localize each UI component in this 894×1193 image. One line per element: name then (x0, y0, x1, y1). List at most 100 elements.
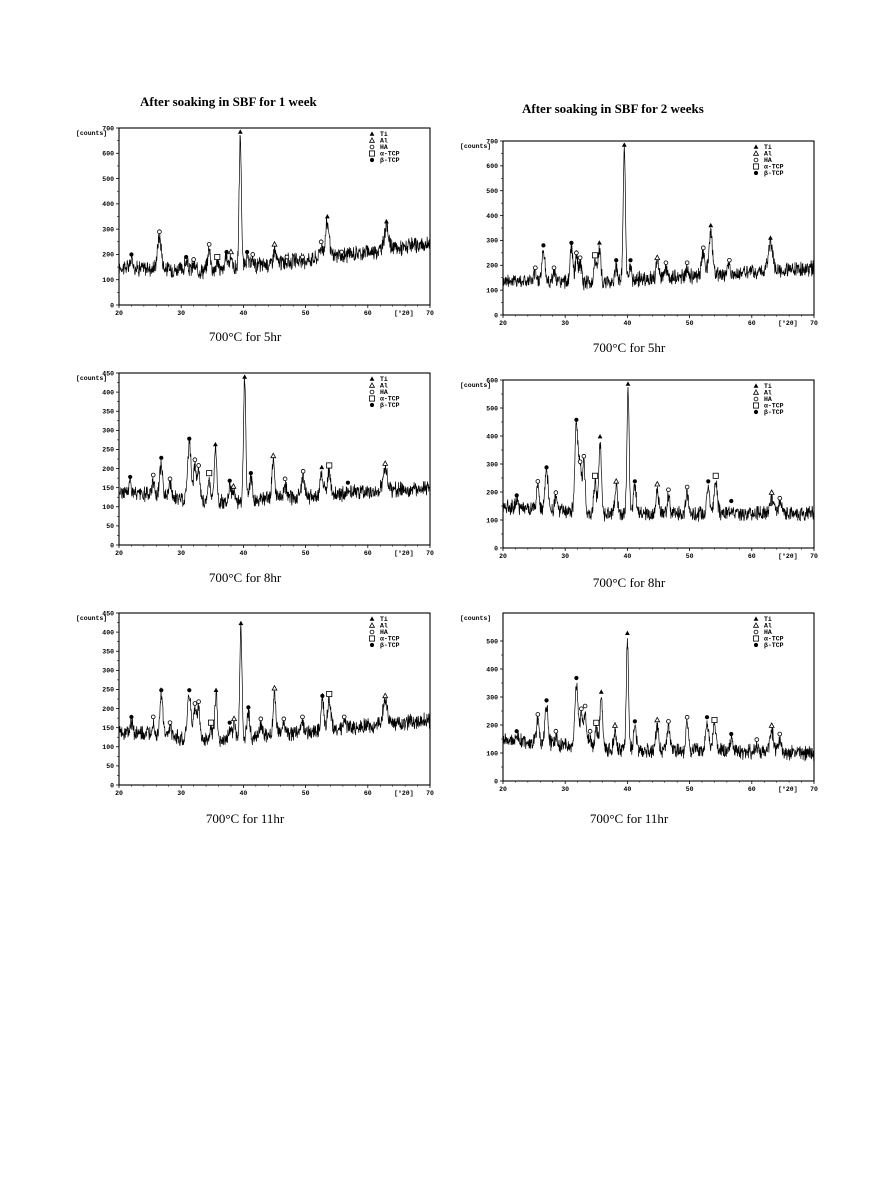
beta-tcp-marker-icon (706, 479, 711, 484)
ti-marker-icon (369, 131, 375, 136)
ti-marker-icon (597, 240, 602, 245)
x-axis-label: [°2θ] (394, 309, 414, 317)
chart-caption: 700°C for 8hr (592, 575, 666, 590)
legend-label: Ti (764, 383, 772, 390)
ha-marker-icon (284, 254, 290, 260)
ti-marker-icon (319, 464, 325, 470)
legend-label: HA (764, 629, 772, 636)
legend-label: β-TCP (380, 402, 400, 409)
x-tick-label: 70 (810, 320, 818, 327)
y-tick-label: 300 (486, 694, 498, 701)
legend-label: α-TCP (764, 636, 784, 643)
ha-marker-icon (579, 706, 584, 712)
legend-label: α-TCP (380, 636, 400, 643)
beta-tcp-marker-icon (632, 719, 637, 724)
y-tick-label: 50 (106, 523, 114, 530)
xrd-chart: 0 50 100 150 200 250 300 350 400 450 20 30 40 50 70 60 [… (76, 610, 434, 797)
peak-markers (533, 142, 773, 271)
y-tick-label: 600 (486, 163, 498, 170)
x-tick-label: 70 (426, 550, 434, 557)
beta-tcp-marker-icon (729, 498, 734, 504)
peak-markers (129, 129, 389, 262)
ha-marker-icon (191, 257, 196, 262)
chart-caption: 700°C for 5hr (208, 329, 282, 344)
ti-marker-icon (625, 630, 630, 635)
ha-marker-icon (167, 720, 173, 725)
y-tick-label: 600 (102, 151, 114, 158)
y-axis-label: [counts] (76, 615, 107, 622)
ha-marker-icon (300, 468, 306, 474)
y-tick-label: 0 (494, 312, 498, 319)
ha-marker-icon (753, 157, 759, 163)
y-tick-label: 150 (102, 485, 114, 492)
alpha-tcp-marker-icon (752, 635, 759, 642)
legend-label: HA (380, 629, 388, 636)
beta-tcp-marker-icon (246, 705, 251, 710)
y-tick-label: 400 (102, 201, 114, 208)
x-tick-label: 70 (810, 786, 818, 793)
y-tick-label: 300 (102, 668, 114, 675)
x-axis-label: [°2θ] (778, 552, 798, 560)
ha-marker-icon (206, 242, 212, 247)
x-axis-label: [°2θ] (394, 789, 414, 797)
beta-tcp-marker-icon (753, 409, 759, 415)
peak-markers (128, 374, 389, 489)
ha-marker-icon (300, 714, 305, 720)
alpha-tcp-marker-icon (752, 163, 759, 170)
al-marker-icon (654, 480, 661, 487)
y-tick-label: 500 (486, 188, 498, 195)
al-marker-icon (752, 389, 760, 395)
al-marker-icon (270, 452, 277, 459)
alpha-tcp-marker-icon (711, 717, 718, 724)
ha-marker-icon (777, 731, 783, 737)
ti-marker-icon (753, 616, 759, 621)
legend-label: Al (380, 138, 388, 145)
y-tick-label: 200 (102, 252, 114, 259)
y-tick-label: 300 (102, 428, 114, 435)
x-tick-label: 20 (115, 550, 123, 557)
ti-marker-icon (213, 687, 219, 692)
legend-label: β-TCP (764, 642, 784, 649)
ha-marker-icon (581, 453, 587, 459)
legend-label: Al (764, 390, 772, 397)
column-title-1-week: After soaking in SBF for 1 week (140, 94, 317, 109)
ha-marker-icon (727, 257, 732, 263)
x-axis-label: [°2θ] (778, 785, 798, 793)
ha-marker-icon (369, 629, 375, 635)
y-tick-label: 100 (486, 517, 498, 524)
y-tick-label: 200 (102, 706, 114, 713)
x-tick-label: 50 (686, 786, 694, 793)
x-tick-label: 40 (623, 320, 631, 327)
y-tick-label: 700 (102, 125, 114, 132)
ha-marker-icon (553, 728, 559, 734)
legend-label: HA (764, 396, 772, 403)
ha-marker-icon (150, 714, 156, 720)
legend-label: α-TCP (764, 403, 784, 410)
ha-marker-icon (300, 254, 305, 260)
al-marker-icon (613, 477, 620, 484)
alpha-tcp-marker-icon (712, 472, 719, 479)
alpha-tcp-marker-icon (752, 402, 759, 409)
xrd-pattern-line (118, 375, 431, 510)
ti-marker-icon (598, 689, 604, 694)
ha-marker-icon (150, 472, 156, 478)
al-marker-icon (382, 692, 389, 699)
al-marker-icon (382, 460, 389, 466)
beta-tcp-marker-icon (129, 252, 134, 257)
al-marker-icon (752, 150, 760, 156)
al-marker-icon (368, 137, 376, 143)
x-tick-label: 40 (623, 786, 631, 793)
y-tick-label: 400 (102, 389, 114, 396)
y-tick-label: 350 (102, 409, 114, 416)
legend-label: Ti (380, 131, 388, 138)
peak-markers (514, 381, 783, 504)
legend-label: α-TCP (764, 164, 784, 171)
ti-marker-icon (708, 222, 714, 228)
legend-label: Ti (380, 376, 388, 383)
y-tick-label: 450 (102, 610, 114, 617)
xrd-pattern-line (502, 146, 815, 291)
y-axis-label: [counts] (76, 375, 107, 382)
ha-marker-icon (535, 712, 541, 717)
legend-label: β-TCP (764, 170, 784, 177)
